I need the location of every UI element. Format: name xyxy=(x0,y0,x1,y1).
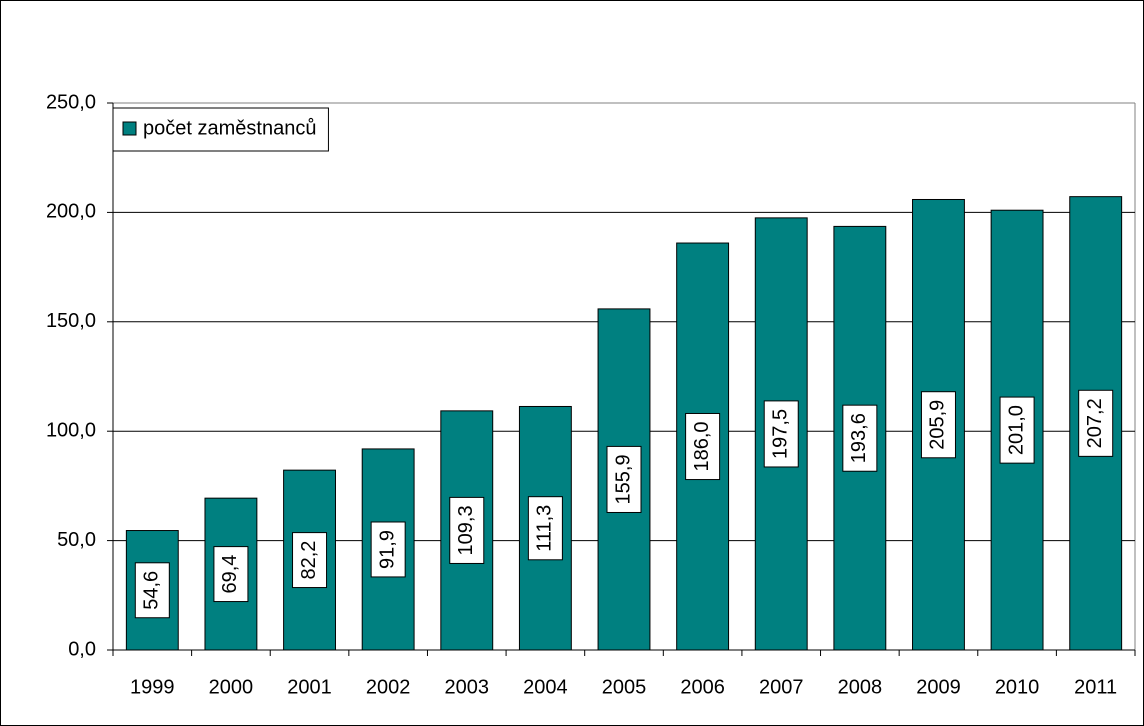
y-tick-label: 200,0 xyxy=(46,201,96,223)
y-tick-label: 250,0 xyxy=(46,91,96,113)
data-label: 186,0 xyxy=(691,421,713,471)
y-tick-label: 50,0 xyxy=(57,529,96,551)
x-tick-label: 2009 xyxy=(916,676,961,698)
data-label-box xyxy=(292,532,328,589)
x-tick-label: 2007 xyxy=(759,676,804,698)
data-label: 54,6 xyxy=(141,571,163,610)
x-tick-label: 1999 xyxy=(130,676,175,698)
y-tick-label: 0,0 xyxy=(68,638,96,660)
data-label: 197,5 xyxy=(770,409,792,459)
y-tick-label: 150,0 xyxy=(46,310,96,332)
data-label-box xyxy=(370,521,406,578)
data-label: 205,9 xyxy=(927,400,949,450)
data-label: 207,2 xyxy=(1084,398,1106,448)
data-label: 109,3 xyxy=(455,505,477,555)
x-tick-label: 2006 xyxy=(680,676,725,698)
data-label-box xyxy=(685,412,721,481)
data-label-box xyxy=(920,391,956,459)
x-tick-label: 2000 xyxy=(209,676,254,698)
data-label: 111,3 xyxy=(534,505,556,552)
x-tick-label: 2004 xyxy=(523,676,568,698)
legend-swatch xyxy=(122,121,137,136)
data-label: 201,0 xyxy=(1005,405,1027,455)
data-label-box xyxy=(527,496,563,561)
data-label: 82,2 xyxy=(298,541,320,580)
data-label-box xyxy=(606,445,642,513)
data-label: 155,9 xyxy=(612,454,634,504)
data-label-box xyxy=(213,546,249,603)
x-tick-label: 2001 xyxy=(287,676,332,698)
x-tick-label: 2011 xyxy=(1074,676,1117,698)
x-tick-label: 2003 xyxy=(445,676,490,698)
data-label-box xyxy=(449,496,485,564)
data-label-box xyxy=(842,404,878,472)
data-label-box xyxy=(1078,389,1114,457)
data-label: 69,4 xyxy=(219,555,241,594)
data-label: 193,6 xyxy=(848,413,870,463)
x-tick-label: 2002 xyxy=(366,676,411,698)
x-tick-label: 2008 xyxy=(838,676,883,698)
data-label-box xyxy=(134,562,170,619)
data-label: 91,9 xyxy=(376,530,398,569)
legend-box xyxy=(112,107,329,152)
x-tick-label: 2010 xyxy=(995,676,1040,698)
legend-label: počet zaměstnanců xyxy=(143,117,316,139)
x-tick-label: 2005 xyxy=(602,676,647,698)
y-tick-label: 100,0 xyxy=(46,419,96,441)
data-label-box xyxy=(763,400,799,468)
data-label-box xyxy=(999,396,1035,464)
